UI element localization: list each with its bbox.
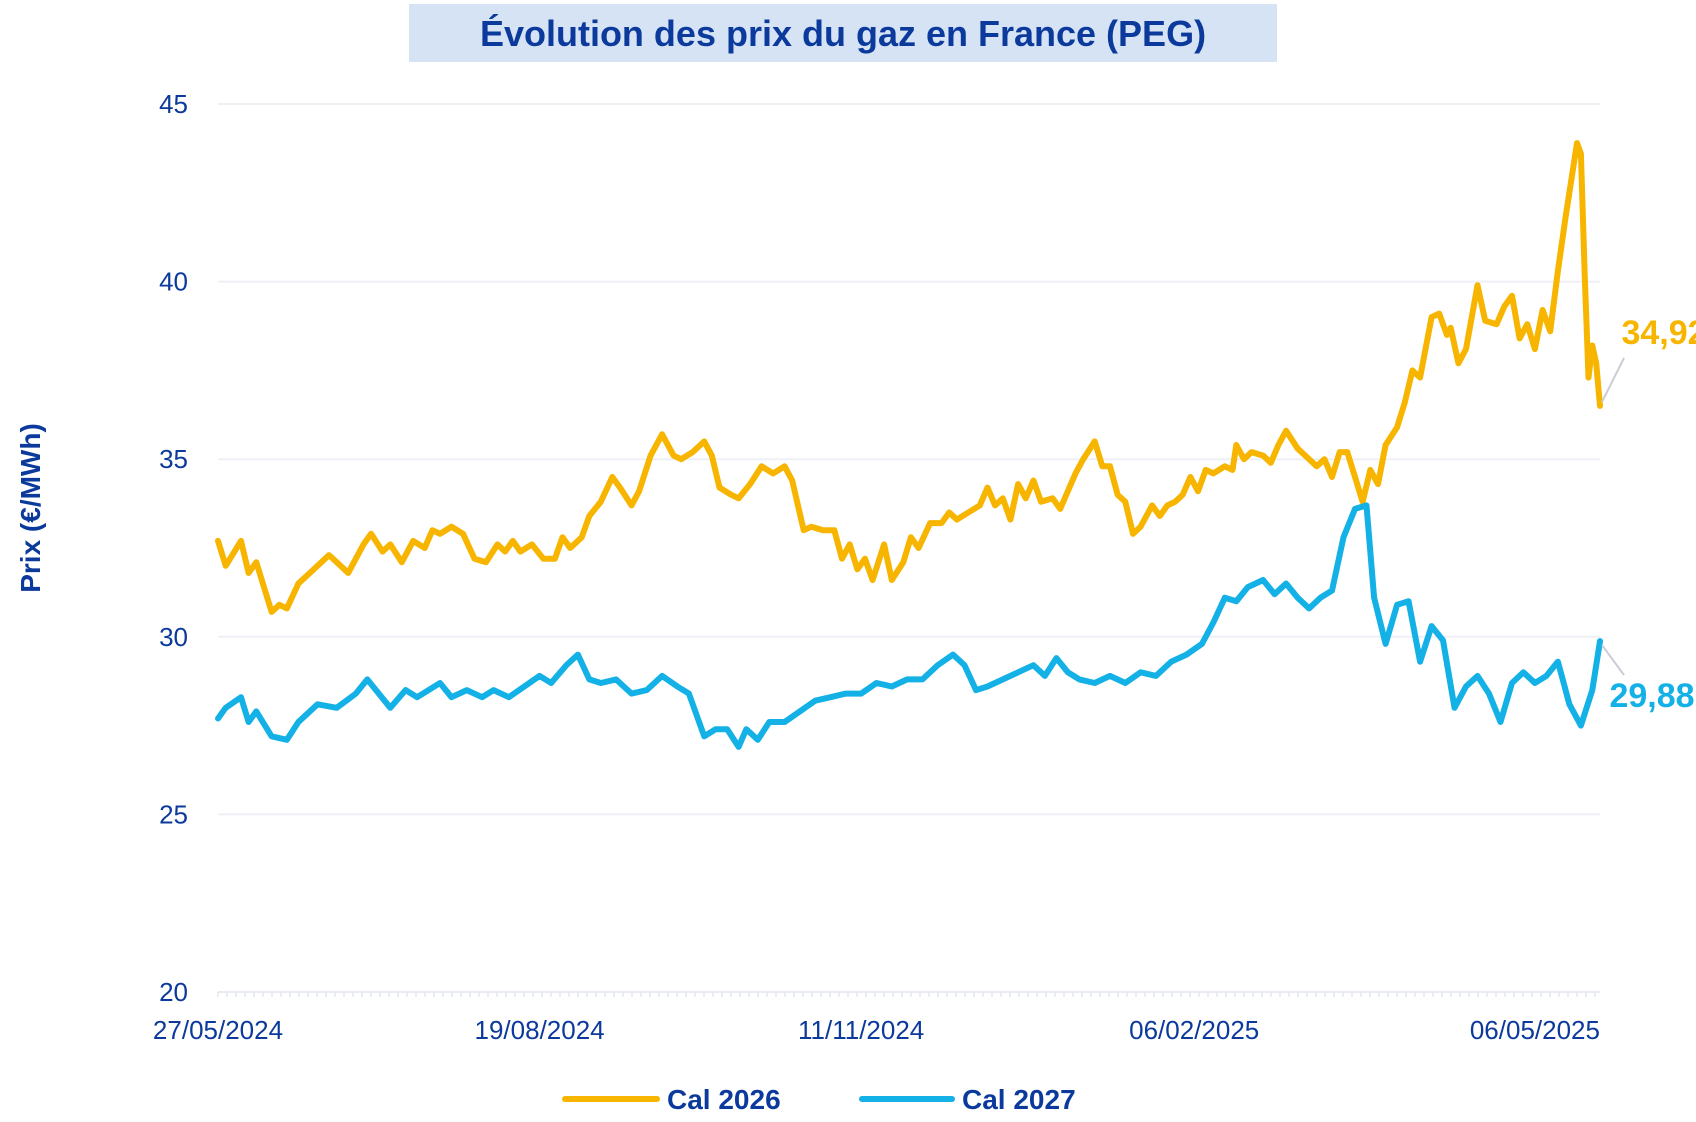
end-value-labels: 34,92 29,88 <box>1601 314 1696 715</box>
y-tick-label-35: 35 <box>159 444 188 474</box>
x-tick-label-2024-11-11: 11/11/2024 <box>798 1015 924 1045</box>
chart-title-background <box>409 4 1277 62</box>
legend: Cal 2026 Cal 2027 <box>562 1084 1076 1115</box>
y-tick-label-25: 25 <box>159 799 188 829</box>
y-tick-label-40: 40 <box>159 267 188 297</box>
y-tick-label-20: 20 <box>159 977 188 1007</box>
y-tick-label-30: 30 <box>159 622 188 652</box>
x-tick-label-2024-08-19: 19/08/2024 <box>475 1015 605 1045</box>
y-tick-label-45: 45 <box>159 89 188 119</box>
x-axis-ticks: 27/05/2024 19/08/2024 11/11/2024 06/02/2025… <box>153 1015 1600 1045</box>
end-value-label-cal-2027: 29,88 <box>1609 677 1694 715</box>
end-label-leader-1 <box>1601 357 1625 403</box>
chart-title: Évolution des prix du gaz en France (PEG… <box>480 13 1206 54</box>
series-line-cal-2026 <box>215 140 1603 615</box>
y-axis-ticks: 20 25 30 35 40 45 <box>159 89 188 1007</box>
end-label-leader-2 <box>1601 644 1625 676</box>
series-line-cal-2027 <box>215 502 1603 750</box>
legend-label-cal-2026: Cal 2026 <box>667 1084 781 1115</box>
x-tick-label-2025-05-06: 06/05/2025 <box>1470 1015 1600 1045</box>
legend-label-cal-2027: Cal 2027 <box>962 1084 1076 1115</box>
end-value-label-cal-2026: 34,92 <box>1621 314 1696 352</box>
grid-lines <box>217 103 1600 997</box>
series-lines <box>215 140 1603 750</box>
y-axis-label: Prix (€/MWh) <box>15 423 46 593</box>
x-tick-label-2025-02-06: 06/02/2025 <box>1129 1015 1259 1045</box>
x-tick-label-2024-05-27: 27/05/2024 <box>153 1015 283 1045</box>
